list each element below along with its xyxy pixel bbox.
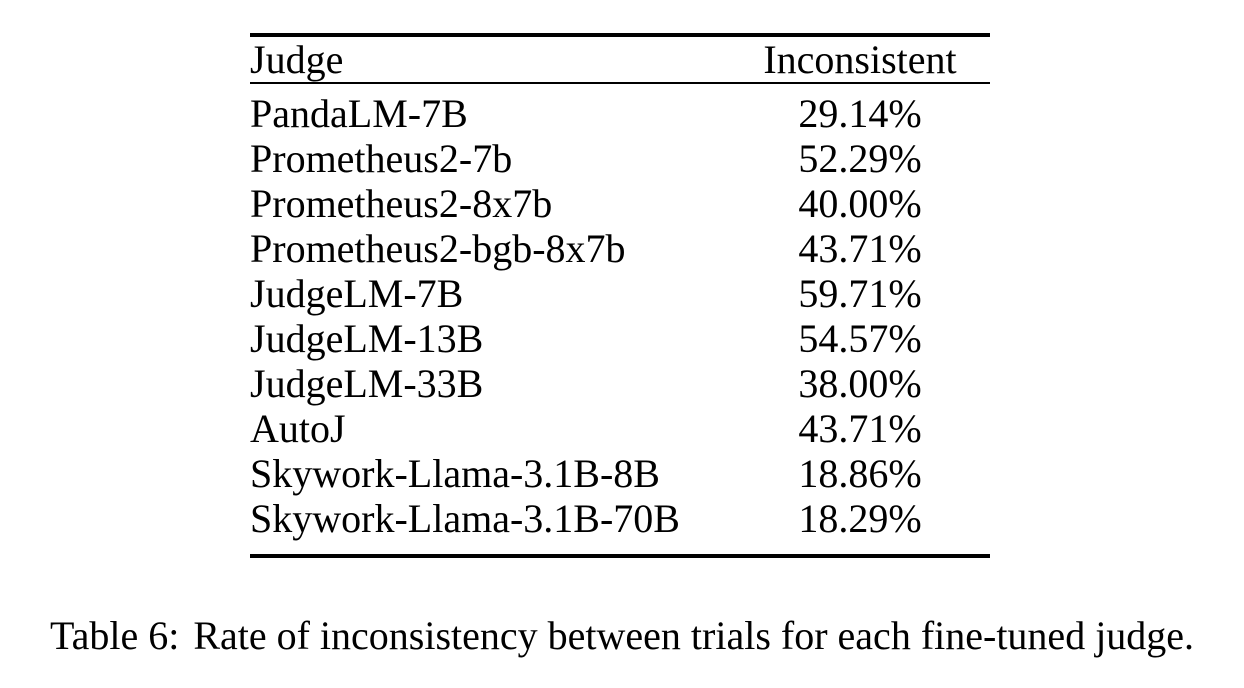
judge-cell: AutoJ (250, 406, 346, 451)
judge-cell: Prometheus2-bgb-8x7b (250, 226, 626, 271)
results-table-block: Judge Inconsistent PandaLM-7B 29.14% Pro… (250, 33, 990, 558)
judge-cell: JudgeLM-33B (250, 361, 484, 406)
table-row: Skywork-Llama-3.1B-8B 18.86% (250, 451, 990, 496)
judge-cell: JudgeLM-13B (250, 316, 484, 361)
table-row: PandaLM-7B 29.14% (250, 83, 990, 136)
value-cell: 43.71% (798, 226, 922, 271)
table-row: AutoJ 43.71% (250, 406, 990, 451)
table-row: JudgeLM-13B 54.57% (250, 316, 990, 361)
judge-cell: Skywork-Llama-3.1B-70B (250, 496, 680, 541)
value-cell: 54.57% (798, 316, 922, 361)
table-caption-label: Table 6: (49, 613, 180, 658)
column-header-judge: Judge (250, 35, 730, 84)
value-cell: 40.00% (798, 181, 922, 226)
judge-cell: Prometheus2-8x7b (250, 181, 553, 226)
value-cell: 43.71% (798, 406, 922, 451)
inconsistency-table: Judge Inconsistent PandaLM-7B 29.14% Pro… (250, 33, 990, 558)
value-cell: 18.29% (798, 496, 922, 541)
value-cell: 52.29% (798, 136, 922, 181)
judge-cell: Skywork-Llama-3.1B-8B (250, 451, 660, 496)
judge-cell: JudgeLM-7B (250, 271, 464, 316)
table-row: Prometheus2-8x7b 40.00% (250, 181, 990, 226)
value-cell: 38.00% (798, 361, 922, 406)
value-cell: 29.14% (798, 91, 922, 136)
table-row: Skywork-Llama-3.1B-70B 18.29% (250, 496, 990, 556)
table-row: JudgeLM-33B 38.00% (250, 361, 990, 406)
value-cell: 59.71% (798, 271, 922, 316)
value-cell: 18.86% (798, 451, 922, 496)
judge-cell: PandaLM-7B (250, 91, 468, 136)
table-caption-text: Rate of inconsistency between trials for… (193, 613, 1195, 658)
table-row: Prometheus2-7b 52.29% (250, 136, 990, 181)
table-caption: Table 6: Rate of inconsistency between tr… (0, 612, 1244, 660)
judge-cell: Prometheus2-7b (250, 136, 513, 181)
table-row: JudgeLM-7B 59.71% (250, 271, 990, 316)
table-row: Prometheus2-bgb-8x7b 43.71% (250, 226, 990, 271)
column-header-inconsistent: Inconsistent (730, 35, 990, 84)
table-header-row: Judge Inconsistent (250, 35, 990, 84)
